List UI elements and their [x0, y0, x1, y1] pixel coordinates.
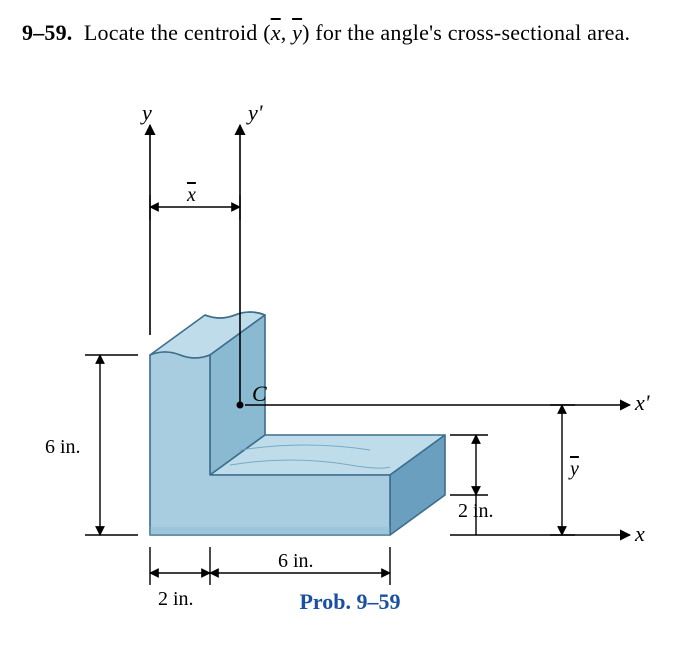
- figure-caption: Prob. 9–59: [30, 589, 670, 615]
- y-label: y: [140, 105, 152, 125]
- dim-flange-thk-label: 2 in.: [458, 500, 494, 522]
- centroid-label: C: [252, 381, 267, 406]
- dim-height: [85, 355, 138, 535]
- figure: y y' x' x C x y 6 in: [30, 105, 670, 625]
- xbar-symbol: x: [271, 20, 281, 45]
- problem-number: 9–59.: [22, 20, 73, 45]
- dim-web-thk: [150, 547, 210, 585]
- dim-height-label: 6 in.: [45, 436, 81, 458]
- figure-svg: y y' x' x C x y 6 in: [30, 105, 670, 625]
- yprime-label: y': [246, 105, 263, 125]
- flange-front-shade: [150, 527, 390, 535]
- problem-text-before: Locate the centroid (: [84, 20, 271, 45]
- problem-text-after: ) for the angle's cross-sectional area.: [302, 20, 630, 45]
- problem-statement: 9–59. Locate the centroid (x, y) for the…: [22, 18, 680, 48]
- ybar-label: y: [568, 458, 579, 480]
- ybar-symbol: y: [292, 20, 302, 45]
- x-label: x: [634, 521, 645, 546]
- xprime-label: x': [634, 390, 650, 415]
- angle-solid: [150, 312, 445, 535]
- xbar-label: x: [186, 184, 196, 206]
- dim-flange-width-label: 6 in.: [278, 550, 314, 572]
